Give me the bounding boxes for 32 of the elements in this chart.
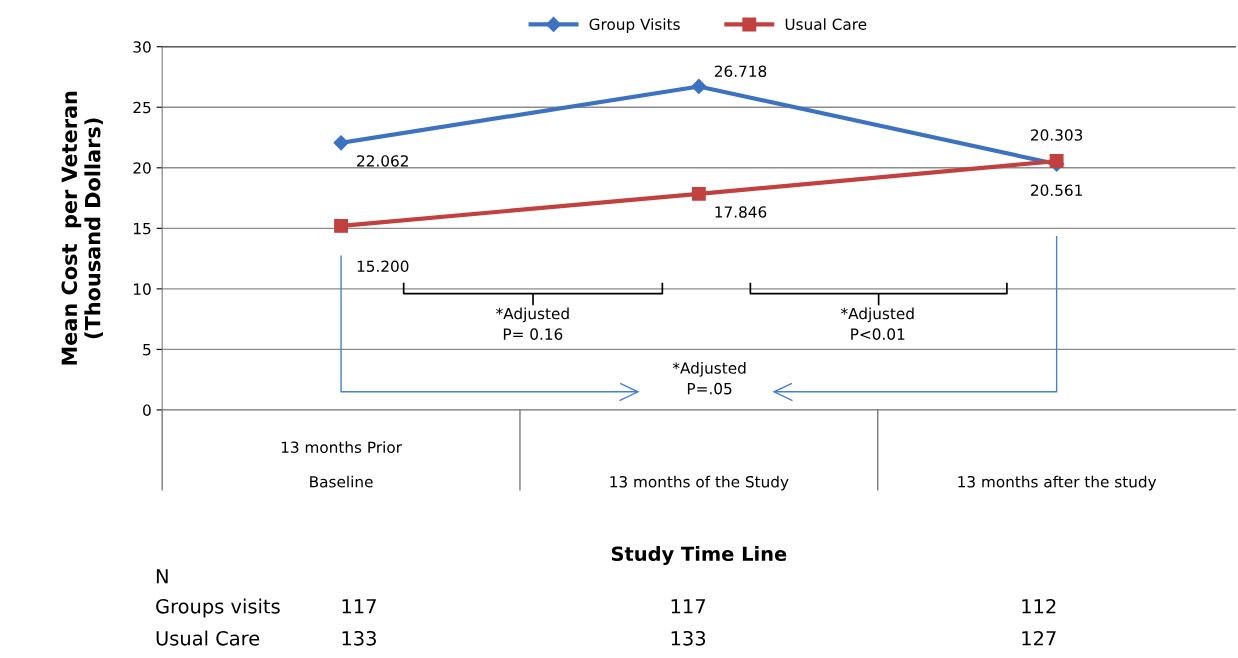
legend-label: Group Visits — [589, 18, 680, 33]
annotation: *Adjusted P= 0.16 — [496, 307, 569, 340]
text: Usual Care — [156, 630, 260, 646]
x-tick-label: 13 months of the Study — [610, 475, 789, 491]
annotation: *Adjusted P<0.01 — [840, 307, 914, 340]
y-tick-label: 10 — [134, 283, 151, 295]
data-label: 17.846 — [715, 206, 767, 218]
text: 117 — [342, 599, 376, 614]
data-label: 26.718 — [714, 65, 767, 77]
y-tick-label: 5 — [143, 344, 151, 356]
text: N — [156, 569, 168, 584]
legend-label: Usual Care — [785, 18, 867, 31]
y-tick-label: 0 — [143, 404, 151, 416]
data-label: 15.200 — [357, 260, 409, 272]
y-tick-label: 25 — [133, 101, 151, 114]
y-tick-label: 20 — [133, 162, 151, 174]
text: 133 — [342, 630, 376, 646]
data-label: 22.062 — [357, 155, 408, 167]
text: 133 — [671, 630, 706, 646]
x-tick-label: 13 months after the study — [958, 475, 1157, 491]
data-label: 20.303 — [1031, 129, 1083, 141]
y-tick-label: 30 — [133, 41, 151, 53]
text: 117 — [671, 599, 706, 614]
annotation: *Adjusted P=.05 — [672, 361, 746, 395]
text: Groups visits — [156, 598, 280, 618]
x-axis-title: Study Time Line — [611, 546, 787, 566]
text: 127 — [1022, 630, 1056, 646]
data-label: 20.561 — [1031, 184, 1082, 196]
y-axis-title: Mean Cost per Veteran (Thousand Dollars) — [61, 91, 103, 365]
y-tick-label: 15 — [134, 222, 151, 235]
text: 112 — [1022, 598, 1056, 614]
category-label: 13 months Prior Baseline — [281, 441, 402, 488]
